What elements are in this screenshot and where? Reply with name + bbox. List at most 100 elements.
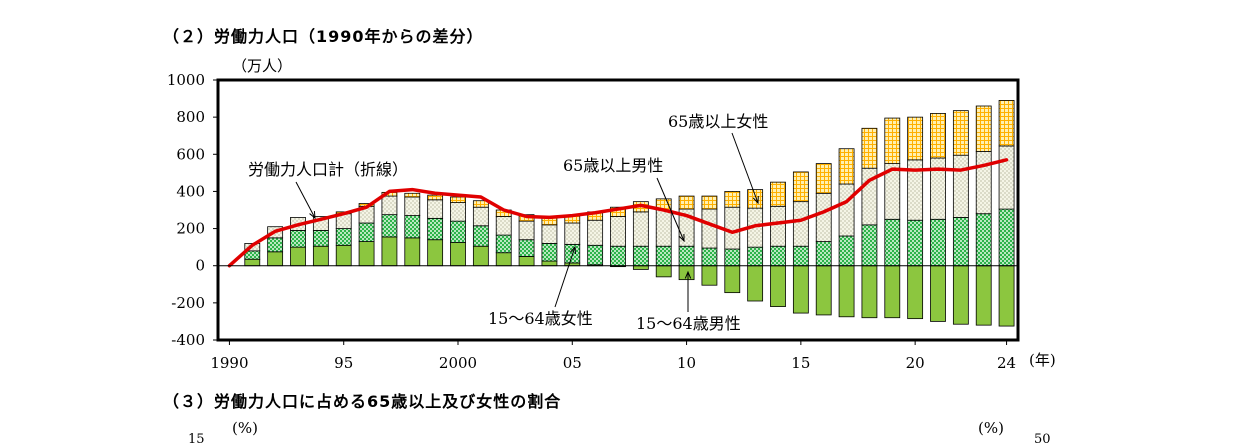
annotation-arrow-total: [295, 181, 316, 219]
bar-female-15-64: [495, 234, 512, 254]
annotation-male-65plus: 65歳以上男性: [563, 156, 663, 175]
bar-female-15-64: [610, 245, 626, 267]
bar-male-15-64: [450, 242, 466, 267]
annotation-female-65plus: 65歳以上女性: [668, 112, 768, 131]
bar-male-15-64: [358, 241, 375, 267]
bar-male-15-64: [655, 265, 672, 278]
bar-female-65plus: [792, 171, 809, 203]
bar-male-15-64: [541, 260, 558, 267]
bar-female-15-64: [861, 224, 878, 267]
bar-female-15-64: [518, 239, 535, 257]
x-tick-label: 15: [791, 354, 810, 372]
bar-female-15-64: [587, 244, 604, 266]
x-tick-label: 10: [677, 354, 696, 372]
bar-male-65plus: [564, 222, 581, 245]
bar-female-15-64: [632, 245, 649, 267]
bar-male-65plus: [404, 196, 421, 216]
bar-male-65plus: [450, 202, 466, 222]
bar-female-15-64: [747, 246, 764, 267]
bar-female-15-64: [290, 230, 306, 248]
bar-female-15-64: [335, 228, 352, 246]
x-tick-label: 05: [563, 354, 582, 372]
annotations-group: 65歳以上女性 65歳以上男性 労働力人口計（折線） 15～64歳女性 15～64歳男性: [248, 112, 768, 333]
annotation-male-15-64: 15～64歳男性: [636, 314, 741, 333]
bar-male-15-64: [838, 265, 855, 318]
bar-male-65plus: [998, 145, 1015, 210]
bar-male-65plus: [815, 192, 832, 242]
bar-female-65plus: [450, 196, 466, 203]
chart3-left-top-tick: 15: [188, 432, 205, 447]
annotation-female-15-64: 15～64歳女性: [488, 309, 593, 328]
bar-male-15-64: [404, 237, 421, 267]
bar-male-65plus: [655, 209, 672, 247]
bar-male-15-64: [930, 265, 946, 322]
bar-male-15-64: [815, 265, 832, 316]
x-unit-label: (年): [1029, 351, 1056, 369]
y-tick-label: 600: [176, 145, 205, 163]
y-tick-label: 200: [176, 220, 205, 238]
y-unit-label: （万人）: [232, 57, 293, 75]
bar-female-15-64: [998, 208, 1015, 267]
bar-male-65plus: [975, 151, 992, 215]
y-tick-label: -400: [171, 331, 205, 349]
bar-male-15-64: [998, 265, 1015, 327]
y-tick-label: 800: [176, 108, 205, 126]
bar-female-65plus: [907, 116, 924, 161]
bar-female-15-64: [907, 219, 924, 267]
bar-male-15-64: [290, 246, 306, 267]
bar-female-65plus: [975, 105, 992, 152]
bar-female-65plus: [815, 163, 832, 194]
bar-female-15-64: [472, 225, 489, 247]
bar-male-15-64: [335, 244, 352, 267]
bar-male-15-64: [312, 245, 329, 267]
bar-male-65plus: [770, 205, 786, 247]
bar-male-65plus: [610, 216, 626, 247]
bar-female-15-64: [770, 245, 786, 267]
bar-female-65plus: [838, 148, 855, 185]
section-3-title: （３）労働力人口に占める65歳以上及び女性の割合: [163, 392, 562, 411]
x-tick-label: 20: [906, 354, 925, 372]
bar-male-65plus: [724, 206, 741, 250]
chart3-right-unit: (%): [978, 419, 1004, 437]
bar-male-15-64: [701, 265, 718, 286]
section-2-title: （２）労働力人口（1990年からの差分）: [163, 27, 484, 46]
bar-male-15-64: [267, 251, 284, 267]
x-tick-label: 24: [997, 354, 1016, 372]
bar-female-65plus: [861, 127, 878, 169]
bar-female-15-64: [404, 215, 421, 239]
bar-female-15-64: [655, 245, 672, 267]
annotation-arrow-female-15-64-head: [569, 245, 577, 255]
bar-male-15-64: [861, 265, 878, 319]
bar-male-15-64: [907, 265, 924, 320]
annotation-arrow-total-head: [309, 210, 316, 220]
bar-female-15-64: [792, 245, 809, 267]
chart3-right-top-tick: 50: [1034, 432, 1051, 447]
bar-female-15-64: [541, 243, 558, 262]
bar-male-15-64: [427, 239, 444, 267]
plot-frame: [216, 78, 1020, 342]
bar-male-65plus: [838, 183, 855, 237]
y-tick-label: 400: [176, 182, 205, 200]
bar-male-15-64: [472, 245, 489, 267]
bar-female-65plus: [701, 195, 718, 210]
bar-female-65plus: [724, 191, 741, 208]
bar-male-15-64: [495, 252, 512, 267]
bar-male-65plus: [930, 157, 946, 220]
bar-male-65plus: [587, 219, 604, 246]
bar-male-15-64: [747, 265, 764, 302]
bar-female-65plus: [678, 195, 695, 210]
y-tick-label: 1000: [167, 71, 205, 89]
bar-male-65plus: [541, 224, 558, 244]
bar-female-15-64: [381, 214, 398, 238]
bar-male-15-64: [975, 265, 992, 326]
bar-male-65plus: [472, 206, 489, 227]
bar-female-15-64: [930, 218, 946, 267]
total-line: [227, 158, 1009, 268]
bar-male-15-64: [952, 265, 969, 325]
annotation-arrow-male-65plus: [656, 177, 685, 242]
bar-male-65plus: [952, 154, 969, 218]
annotation-arrow-female-15-64: [554, 246, 576, 308]
bar-female-15-64: [815, 241, 832, 267]
